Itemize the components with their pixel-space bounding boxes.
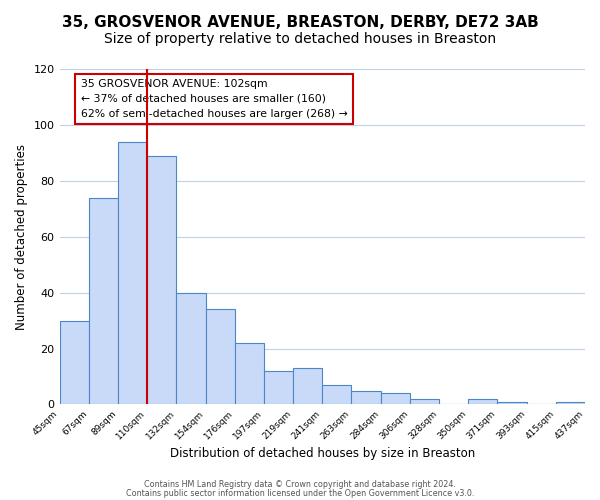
Bar bbox=[497, 402, 527, 404]
Bar bbox=[410, 399, 439, 404]
Bar bbox=[264, 371, 293, 404]
Bar bbox=[235, 343, 264, 404]
Bar bbox=[352, 390, 380, 404]
Bar bbox=[59, 320, 89, 404]
Bar bbox=[380, 394, 410, 404]
Bar bbox=[206, 310, 235, 404]
Text: 35 GROSVENOR AVENUE: 102sqm
← 37% of detached houses are smaller (160)
62% of se: 35 GROSVENOR AVENUE: 102sqm ← 37% of det… bbox=[80, 79, 347, 118]
Bar bbox=[89, 198, 118, 404]
Bar bbox=[322, 385, 352, 404]
Bar bbox=[468, 399, 497, 404]
X-axis label: Distribution of detached houses by size in Breaston: Distribution of detached houses by size … bbox=[170, 447, 475, 460]
Bar bbox=[147, 156, 176, 404]
Y-axis label: Number of detached properties: Number of detached properties bbox=[15, 144, 28, 330]
Text: Size of property relative to detached houses in Breaston: Size of property relative to detached ho… bbox=[104, 32, 496, 46]
Text: Contains public sector information licensed under the Open Government Licence v3: Contains public sector information licen… bbox=[126, 489, 474, 498]
Text: Contains HM Land Registry data © Crown copyright and database right 2024.: Contains HM Land Registry data © Crown c… bbox=[144, 480, 456, 489]
Bar bbox=[118, 142, 147, 404]
Text: 35, GROSVENOR AVENUE, BREASTON, DERBY, DE72 3AB: 35, GROSVENOR AVENUE, BREASTON, DERBY, D… bbox=[62, 15, 538, 30]
Bar bbox=[293, 368, 322, 405]
Bar bbox=[556, 402, 585, 404]
Bar bbox=[176, 292, 206, 405]
